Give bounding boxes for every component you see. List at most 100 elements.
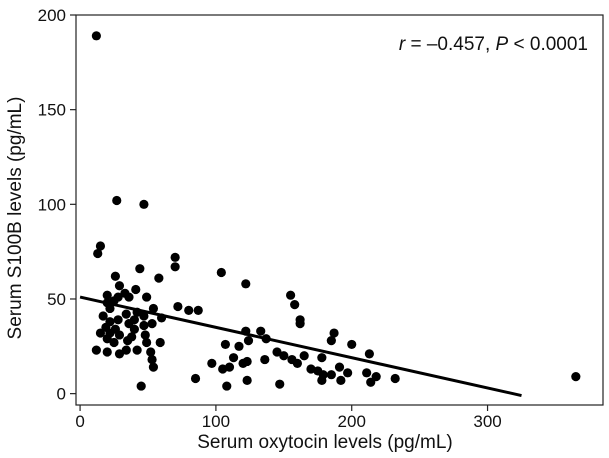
data-point — [279, 351, 289, 361]
data-point — [147, 318, 157, 329]
r-symbol: r — [399, 34, 406, 55]
y-tick-label: 100 — [38, 195, 66, 214]
data-point — [326, 336, 336, 346]
data-point — [113, 315, 123, 325]
data-point — [91, 345, 101, 355]
data-point — [272, 347, 282, 357]
data-point — [290, 300, 300, 310]
data-point — [114, 281, 125, 291]
data-point — [140, 330, 150, 340]
plot-border — [75, 14, 604, 406]
data-point — [364, 349, 374, 359]
data-point — [571, 372, 581, 382]
data-point — [91, 31, 101, 41]
data-point — [242, 375, 252, 385]
data-point — [261, 334, 271, 344]
data-point — [102, 334, 112, 344]
regression-line — [79, 295, 522, 397]
data-point — [109, 337, 119, 348]
data-point — [336, 375, 346, 385]
data-point — [190, 373, 201, 384]
data-point — [260, 354, 270, 365]
data-point — [131, 284, 141, 295]
data-point — [234, 341, 244, 351]
data-point — [292, 358, 302, 368]
data-point — [173, 301, 183, 312]
y-tick-label: 0 — [57, 385, 66, 404]
y-tick-label: 150 — [38, 101, 66, 120]
data-point — [139, 320, 149, 331]
data-point — [139, 311, 149, 321]
data-point — [146, 347, 156, 357]
data-point — [170, 262, 180, 272]
data-point — [218, 364, 228, 374]
x-tick-label: 200 — [338, 412, 366, 431]
data-point — [102, 290, 112, 300]
data-point — [295, 318, 305, 329]
data-point — [366, 377, 376, 387]
data-point — [184, 305, 194, 315]
y-axis-ticks: 0 50 100 150 200 — [38, 6, 76, 404]
data-point — [207, 358, 217, 368]
data-point — [142, 337, 152, 348]
data-point — [132, 345, 142, 355]
data-point — [241, 279, 251, 289]
data-point — [135, 264, 145, 274]
data-point — [241, 326, 251, 336]
data-point — [142, 292, 152, 302]
data-point — [216, 267, 226, 278]
data-point — [329, 328, 339, 338]
data-point — [93, 248, 103, 259]
data-point — [170, 252, 180, 262]
data-point — [343, 368, 353, 378]
data-point — [95, 328, 106, 338]
data-point — [220, 339, 231, 350]
data-point — [129, 324, 140, 334]
data-point — [123, 336, 133, 346]
data-point — [317, 375, 327, 385]
p-symbol: P — [496, 34, 509, 55]
data-point — [124, 292, 134, 302]
data-point — [193, 305, 203, 315]
data-point — [114, 330, 125, 340]
data-point — [347, 339, 357, 350]
p-value: < 0.0001 — [508, 34, 588, 55]
r-value: = –0.457, — [405, 34, 495, 55]
data-point — [112, 195, 122, 206]
data-point — [275, 379, 285, 389]
y-axis-title: Serum S100B levels (pg/mL) — [5, 97, 26, 340]
data-point — [132, 307, 142, 317]
data-point — [228, 353, 239, 363]
data-point — [362, 368, 372, 378]
data-points — [91, 31, 581, 391]
data-point — [114, 349, 125, 359]
data-point — [102, 347, 112, 357]
data-point — [121, 309, 131, 319]
data-point — [148, 303, 159, 314]
data-point — [139, 199, 149, 209]
data-point — [155, 337, 165, 348]
x-tick-label: 0 — [75, 412, 84, 431]
data-point — [286, 290, 296, 300]
data-point — [98, 311, 108, 321]
data-point — [222, 381, 232, 391]
data-point — [256, 326, 266, 336]
y-tick-label: 50 — [47, 290, 66, 309]
x-axis-ticks: 0 100 200 300 — [75, 405, 502, 431]
data-point — [390, 373, 400, 384]
data-point — [154, 273, 164, 283]
correlation-annotation: r = –0.457, P < 0.0001 — [399, 34, 588, 55]
data-point — [371, 372, 381, 382]
x-tick-label: 300 — [473, 412, 501, 431]
x-tick-label: 100 — [202, 412, 230, 431]
plot-area-frame — [75, 14, 604, 406]
y-tick-label: 200 — [38, 6, 66, 25]
data-point — [121, 345, 131, 355]
data-point — [317, 353, 327, 363]
data-point — [326, 370, 336, 380]
data-point — [147, 354, 157, 365]
data-point — [243, 336, 254, 346]
data-point — [238, 358, 248, 368]
data-point — [124, 318, 134, 329]
